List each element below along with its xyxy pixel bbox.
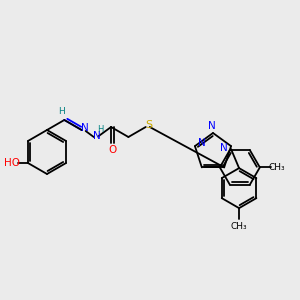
Text: CH₃: CH₃ <box>231 222 248 231</box>
Text: HO: HO <box>4 158 20 168</box>
Text: N: N <box>208 121 216 131</box>
Text: N: N <box>198 138 206 148</box>
Text: N: N <box>220 143 228 153</box>
Text: N: N <box>81 123 88 133</box>
Text: CH₃: CH₃ <box>268 163 285 172</box>
Text: H: H <box>98 125 104 134</box>
Text: S: S <box>145 120 152 130</box>
Text: H: H <box>58 107 65 116</box>
Text: N: N <box>93 131 100 141</box>
Text: O: O <box>109 145 117 155</box>
